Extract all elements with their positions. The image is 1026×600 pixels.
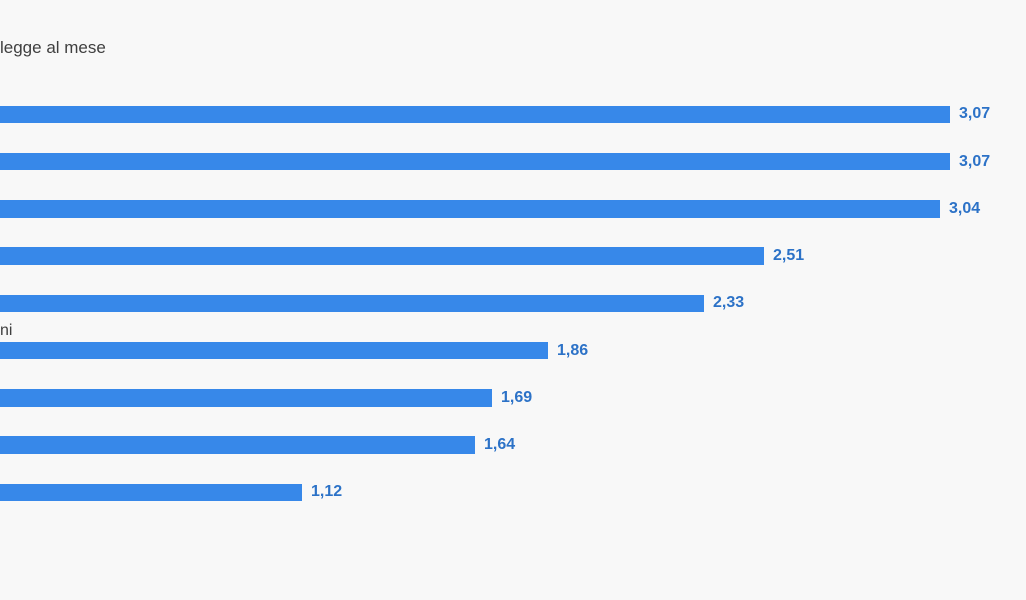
value-label: 3,07 [959, 152, 991, 170]
bar [0, 436, 475, 454]
bar [0, 341, 548, 360]
bar [0, 247, 764, 265]
bar-row: 1,12 [0, 483, 1026, 501]
bar-row: 1,64 [0, 436, 1026, 454]
bar [0, 200, 940, 218]
bar-row: 3,07 [0, 105, 1026, 123]
bar [0, 389, 492, 407]
bar [0, 294, 704, 312]
bar-row: 2,51 [0, 247, 1026, 265]
bar [0, 105, 950, 123]
value-label: 1,64 [484, 436, 516, 453]
bar [0, 152, 950, 171]
bar-row: 3,07 [0, 153, 1026, 171]
value-label: 2,33 [713, 294, 745, 312]
value-label: 1,69 [501, 388, 533, 406]
value-label: 3,04 [949, 199, 981, 217]
bar [0, 483, 302, 501]
category-label-fragment: ni [0, 321, 13, 339]
value-label: 3,07 [959, 105, 991, 123]
bar-row: 3,04 [0, 200, 1026, 218]
bar-row: 1,69 [0, 389, 1026, 407]
chart-title: legge al mese [0, 38, 106, 57]
value-label: 1,86 [557, 341, 589, 359]
bar-row: 2,33 [0, 294, 1026, 312]
value-label: 2,51 [773, 247, 805, 264]
value-label: 1,12 [311, 483, 343, 501]
bar-row: 1,86 [0, 342, 1026, 360]
